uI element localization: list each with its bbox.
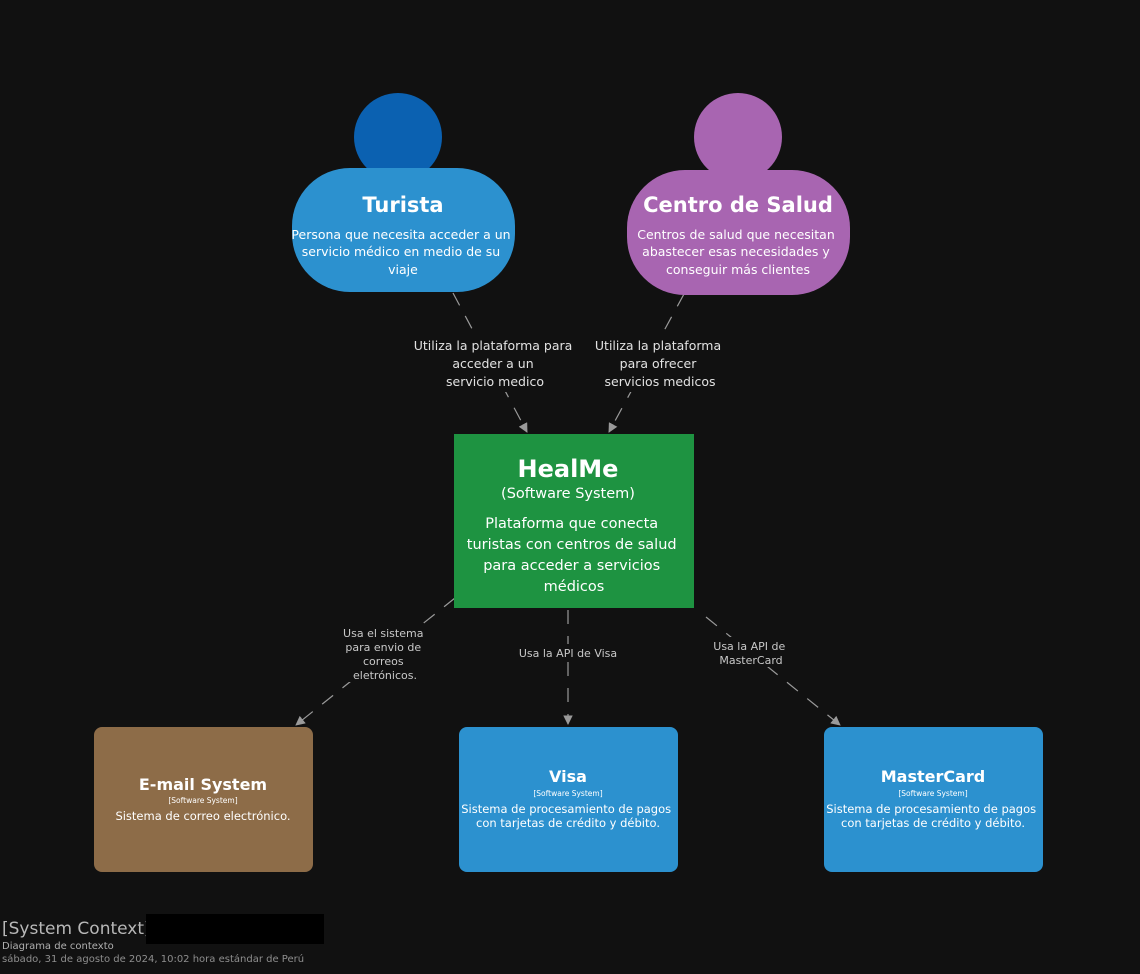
system-description: Plataforma que conecta turistas con cent… bbox=[467, 516, 681, 595]
person-centro-de-salud[interactable]: Centro de Salud Centros de salud que nec… bbox=[627, 93, 850, 295]
system-name: Visa bbox=[549, 767, 587, 786]
system-box bbox=[459, 727, 678, 872]
system-email[interactable]: E-mail System [Software System] Sistema … bbox=[94, 727, 313, 872]
system-name: HealMe bbox=[518, 455, 619, 483]
system-type: [Software System] bbox=[533, 789, 602, 798]
system-mastercard[interactable]: MasterCard [Software System] Sistema de … bbox=[824, 727, 1043, 872]
person-name: Centro de Salud bbox=[643, 193, 833, 217]
person-description: Centros de salud que necesitan abastecer… bbox=[637, 227, 838, 277]
system-box bbox=[454, 434, 694, 608]
relation-line-healme-email bbox=[295, 597, 456, 726]
system-visa[interactable]: Visa [Software System] Sistema de proces… bbox=[459, 727, 678, 872]
system-description: Sistema de correo electrónico. bbox=[115, 809, 290, 823]
system-type: [Software System] bbox=[898, 789, 967, 798]
relation-label-healme-visa: Usa la API de Visa bbox=[519, 647, 617, 660]
redaction-block bbox=[146, 914, 324, 944]
diagram-title: [System Context] bbox=[2, 919, 151, 939]
person-name: Turista bbox=[362, 193, 443, 217]
person-body bbox=[292, 168, 515, 292]
diagram-subtitle: Diagrama de contexto bbox=[2, 941, 114, 952]
relation-label-turista-healme: Utiliza la plataforma para acceder a un … bbox=[414, 338, 577, 389]
person-description: Persona que necesita acceder a un servic… bbox=[291, 227, 514, 277]
system-type: [Software System] bbox=[168, 796, 237, 805]
diagram-date: sábado, 31 de agosto de 2024, 10:02 hora… bbox=[2, 954, 305, 965]
system-description: Sistema de procesamiento de pagos con ta… bbox=[826, 802, 1040, 830]
person-head-icon bbox=[694, 93, 782, 181]
relation-label-healme-mastercard: Usa la API de MasterCard bbox=[713, 640, 788, 667]
person-body bbox=[627, 170, 850, 295]
person-head-icon bbox=[354, 93, 442, 181]
system-name: MasterCard bbox=[881, 767, 986, 786]
relation-label-backgrounds bbox=[340, 334, 792, 682]
system-description: Sistema de procesamiento de pagos con ta… bbox=[461, 802, 675, 830]
diagram-footer: [System Context] Diagrama de contexto sá… bbox=[2, 918, 304, 966]
relation-label-centro-healme: Utiliza la plataforma para ofrecer servi… bbox=[595, 338, 725, 389]
system-box bbox=[824, 727, 1043, 872]
person-turista[interactable]: Turista Persona que necesita acceder a u… bbox=[291, 93, 515, 292]
system-name: E-mail System bbox=[139, 775, 267, 794]
relation-line-healme-mastercard bbox=[705, 616, 841, 726]
system-type: (Software System) bbox=[501, 486, 635, 502]
system-box bbox=[94, 727, 313, 872]
relation-label-healme-email: Usa el sistema para envio de correos ele… bbox=[343, 627, 427, 682]
system-healme[interactable]: HealMe (Software System) Plataforma que … bbox=[454, 434, 694, 608]
